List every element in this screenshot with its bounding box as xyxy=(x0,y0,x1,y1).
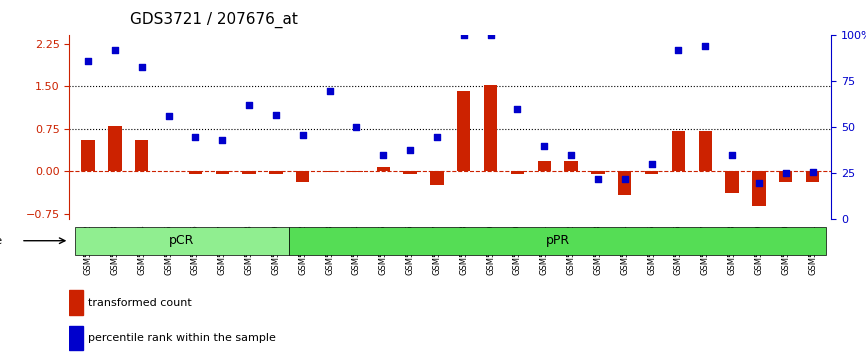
Bar xyxy=(377,167,390,171)
Bar xyxy=(430,171,443,185)
Bar xyxy=(269,171,282,174)
Point xyxy=(242,103,256,108)
Bar xyxy=(108,126,121,171)
Text: pCR: pCR xyxy=(169,234,195,247)
Bar xyxy=(511,171,524,174)
Point xyxy=(350,125,364,130)
Point xyxy=(698,44,712,49)
Bar xyxy=(135,140,148,171)
Point xyxy=(189,134,203,139)
Point xyxy=(108,47,122,53)
Bar xyxy=(538,161,551,171)
FancyBboxPatch shape xyxy=(74,227,289,255)
Bar xyxy=(484,85,497,171)
Point xyxy=(617,176,631,182)
Bar xyxy=(591,171,604,174)
Point xyxy=(483,33,497,38)
Text: transformed count: transformed count xyxy=(88,298,192,308)
Point xyxy=(779,171,792,176)
Bar xyxy=(81,140,94,171)
Bar xyxy=(645,171,658,174)
Bar xyxy=(618,171,631,195)
Bar xyxy=(565,161,578,171)
Point xyxy=(269,112,283,118)
Point xyxy=(510,106,524,112)
Text: percentile rank within the sample: percentile rank within the sample xyxy=(88,333,276,343)
Point xyxy=(377,152,391,158)
Point xyxy=(81,58,95,64)
Bar xyxy=(216,171,229,174)
Point xyxy=(404,147,417,152)
Text: pPR: pPR xyxy=(546,234,570,247)
Bar xyxy=(457,91,470,171)
Bar xyxy=(672,131,685,171)
Text: GDS3721 / 207676_at: GDS3721 / 207676_at xyxy=(130,11,298,28)
Point xyxy=(323,88,337,93)
Point xyxy=(162,114,176,119)
Point xyxy=(752,180,766,185)
Bar xyxy=(699,131,712,171)
Bar xyxy=(323,171,336,172)
Point xyxy=(564,152,578,158)
Bar xyxy=(350,171,363,172)
Point xyxy=(591,176,604,182)
Point xyxy=(430,134,444,139)
Point xyxy=(671,47,685,53)
Bar xyxy=(189,171,202,174)
Point xyxy=(537,143,551,149)
Bar xyxy=(753,171,766,206)
Bar xyxy=(806,171,819,182)
Bar xyxy=(779,171,792,182)
Point xyxy=(216,137,229,143)
Bar xyxy=(242,171,255,174)
Bar xyxy=(69,290,83,315)
Point xyxy=(135,64,149,69)
Point xyxy=(456,33,470,38)
FancyBboxPatch shape xyxy=(289,227,826,255)
Point xyxy=(296,132,310,138)
Point xyxy=(805,169,819,175)
Point xyxy=(725,152,739,158)
Point xyxy=(644,161,658,167)
Text: disease state: disease state xyxy=(0,236,3,246)
Bar xyxy=(404,171,417,174)
Bar xyxy=(69,326,83,350)
Bar xyxy=(296,171,309,182)
Bar xyxy=(726,171,739,193)
